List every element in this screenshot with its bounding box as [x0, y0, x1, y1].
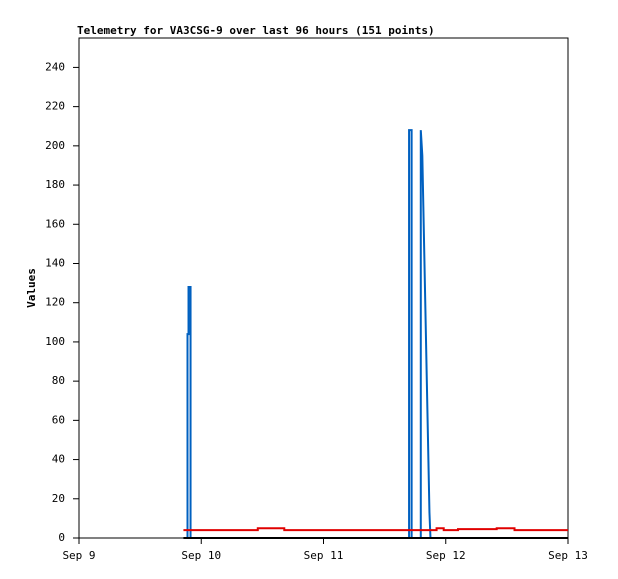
y-tick-label: 200 — [45, 139, 65, 152]
chart-title: Telemetry for VA3CSG-9 over last 96 hour… — [77, 24, 435, 37]
y-tick-label: 120 — [45, 296, 65, 309]
y-tick-label: 160 — [45, 217, 65, 230]
x-tick-label: Sep 12 — [426, 549, 466, 562]
y-tick-label: 140 — [45, 256, 65, 269]
y-tick-label: 80 — [52, 374, 65, 387]
y-tick-label: 180 — [45, 178, 65, 191]
y-axis-label: Values — [25, 268, 38, 308]
series-line — [186, 129, 432, 539]
y-tick-label: 40 — [52, 453, 65, 466]
x-tick-label: Sep 10 — [181, 549, 221, 562]
y-tick-label: 220 — [45, 100, 65, 113]
x-tick-label: Sep 11 — [304, 549, 344, 562]
y-tick-label: 240 — [45, 60, 65, 73]
plot-frame — [78, 37, 569, 539]
y-tick-label: 0 — [58, 531, 65, 544]
y-tick-label: 100 — [45, 335, 65, 348]
y-tick-label: 20 — [52, 492, 65, 505]
x-tick-label: Sep 9 — [62, 549, 95, 562]
series-line — [183, 527, 568, 532]
y-tick-label: 60 — [52, 413, 65, 426]
x-tick-label: Sep 13 — [548, 549, 588, 562]
